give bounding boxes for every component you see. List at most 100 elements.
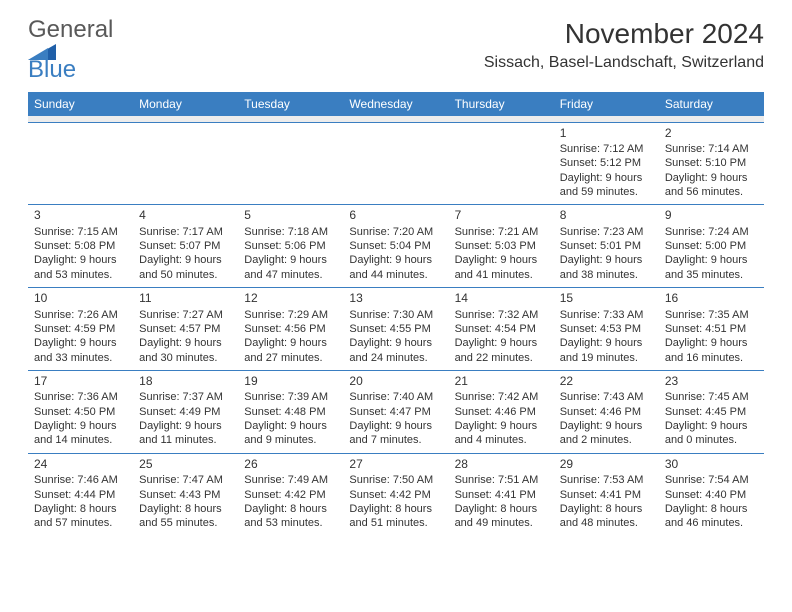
day-number: 19 [244,374,337,390]
day-detail: and 49 minutes. [455,516,548,530]
day-detail: Daylight: 8 hours [455,502,548,516]
day-detail: Sunrise: 7:37 AM [139,390,232,404]
day-number: 4 [139,208,232,224]
week-row: 10Sunrise: 7:26 AMSunset: 4:59 PMDayligh… [28,288,764,371]
day-detail: Sunrise: 7:45 AM [665,390,758,404]
day-detail: Sunset: 4:41 PM [560,488,653,502]
day-cell: 14Sunrise: 7:32 AMSunset: 4:54 PMDayligh… [449,288,554,371]
day-detail: Sunset: 4:50 PM [34,405,127,419]
day-number: 20 [349,374,442,390]
day-number: 13 [349,291,442,307]
day-detail: Sunset: 5:06 PM [244,239,337,253]
day-number: 15 [560,291,653,307]
location: Sissach, Basel-Landschaft, Switzerland [484,54,764,72]
day-detail: and 14 minutes. [34,433,127,447]
day-detail: Daylight: 8 hours [34,502,127,516]
day-detail: and 59 minutes. [560,185,653,199]
day-detail: Sunset: 4:43 PM [139,488,232,502]
day-detail: Sunrise: 7:42 AM [455,390,548,404]
day-number: 16 [665,291,758,307]
day-detail: and 2 minutes. [560,433,653,447]
day-number: 30 [665,457,758,473]
day-cell: 6Sunrise: 7:20 AMSunset: 5:04 PMDaylight… [343,205,448,288]
day-detail: Sunrise: 7:53 AM [560,473,653,487]
day-detail: and 46 minutes. [665,516,758,530]
day-detail: Sunrise: 7:26 AM [34,308,127,322]
day-detail: and 56 minutes. [665,185,758,199]
day-number: 10 [34,291,127,307]
day-cell: 20Sunrise: 7:40 AMSunset: 4:47 PMDayligh… [343,370,448,453]
day-detail: Sunrise: 7:32 AM [455,308,548,322]
day-detail: and 22 minutes. [455,351,548,365]
day-detail: Sunset: 5:01 PM [560,239,653,253]
day-header: Sunday [28,92,133,116]
day-detail: Sunrise: 7:40 AM [349,390,442,404]
day-detail: Daylight: 9 hours [560,419,653,433]
day-detail: Sunset: 4:57 PM [139,322,232,336]
day-detail: Daylight: 9 hours [455,336,548,350]
day-number: 28 [455,457,548,473]
day-detail: Daylight: 8 hours [349,502,442,516]
day-detail: Daylight: 9 hours [560,336,653,350]
day-detail: Sunrise: 7:15 AM [34,225,127,239]
day-cell [238,122,343,205]
week-row: 24Sunrise: 7:46 AMSunset: 4:44 PMDayligh… [28,453,764,535]
day-detail: Sunrise: 7:12 AM [560,142,653,156]
day-detail: and 53 minutes. [244,516,337,530]
day-detail: and 35 minutes. [665,268,758,282]
day-detail: Sunset: 4:41 PM [455,488,548,502]
day-number: 18 [139,374,232,390]
day-cell: 27Sunrise: 7:50 AMSunset: 4:42 PMDayligh… [343,453,448,535]
day-detail: Sunrise: 7:24 AM [665,225,758,239]
day-number: 21 [455,374,548,390]
day-detail: Sunset: 4:49 PM [139,405,232,419]
day-cell: 9Sunrise: 7:24 AMSunset: 5:00 PMDaylight… [659,205,764,288]
day-cell: 22Sunrise: 7:43 AMSunset: 4:46 PMDayligh… [554,370,659,453]
day-header: Tuesday [238,92,343,116]
day-detail: and 7 minutes. [349,433,442,447]
day-detail: Sunrise: 7:43 AM [560,390,653,404]
day-detail: Daylight: 8 hours [560,502,653,516]
day-cell: 16Sunrise: 7:35 AMSunset: 4:51 PMDayligh… [659,288,764,371]
day-detail: Daylight: 9 hours [244,253,337,267]
day-number: 9 [665,208,758,224]
day-detail: Sunset: 4:54 PM [455,322,548,336]
calendar-table: Sunday Monday Tuesday Wednesday Thursday… [28,92,764,535]
day-detail: Sunset: 4:46 PM [560,405,653,419]
header: General Blue November 2024 Sissach, Base… [28,18,764,82]
day-detail: and 4 minutes. [455,433,548,447]
day-cell: 28Sunrise: 7:51 AMSunset: 4:41 PMDayligh… [449,453,554,535]
day-detail: Sunset: 5:12 PM [560,156,653,170]
day-detail: Sunrise: 7:33 AM [560,308,653,322]
day-number: 7 [455,208,548,224]
day-detail: Sunrise: 7:51 AM [455,473,548,487]
day-detail: Daylight: 9 hours [349,419,442,433]
day-detail: Sunset: 5:03 PM [455,239,548,253]
day-cell: 18Sunrise: 7:37 AMSunset: 4:49 PMDayligh… [133,370,238,453]
title-block: November 2024 Sissach, Basel-Landschaft,… [484,18,764,72]
day-detail: and 41 minutes. [455,268,548,282]
day-detail: Sunrise: 7:30 AM [349,308,442,322]
day-detail: Sunrise: 7:27 AM [139,308,232,322]
day-detail: and 57 minutes. [34,516,127,530]
day-detail: Sunrise: 7:20 AM [349,225,442,239]
day-number: 6 [349,208,442,224]
day-cell: 4Sunrise: 7:17 AMSunset: 5:07 PMDaylight… [133,205,238,288]
day-cell: 10Sunrise: 7:26 AMSunset: 4:59 PMDayligh… [28,288,133,371]
day-detail: Daylight: 9 hours [665,171,758,185]
month-title: November 2024 [484,18,764,50]
day-cell [133,122,238,205]
day-detail: and 27 minutes. [244,351,337,365]
day-detail: Sunrise: 7:18 AM [244,225,337,239]
day-detail: and 30 minutes. [139,351,232,365]
day-detail: Daylight: 9 hours [560,171,653,185]
day-detail: Sunrise: 7:17 AM [139,225,232,239]
day-detail: Daylight: 9 hours [139,253,232,267]
day-cell: 26Sunrise: 7:49 AMSunset: 4:42 PMDayligh… [238,453,343,535]
day-cell: 29Sunrise: 7:53 AMSunset: 4:41 PMDayligh… [554,453,659,535]
day-detail: Daylight: 9 hours [349,253,442,267]
week-row: 17Sunrise: 7:36 AMSunset: 4:50 PMDayligh… [28,370,764,453]
day-detail: Sunset: 4:44 PM [34,488,127,502]
day-number: 23 [665,374,758,390]
day-header: Friday [554,92,659,116]
